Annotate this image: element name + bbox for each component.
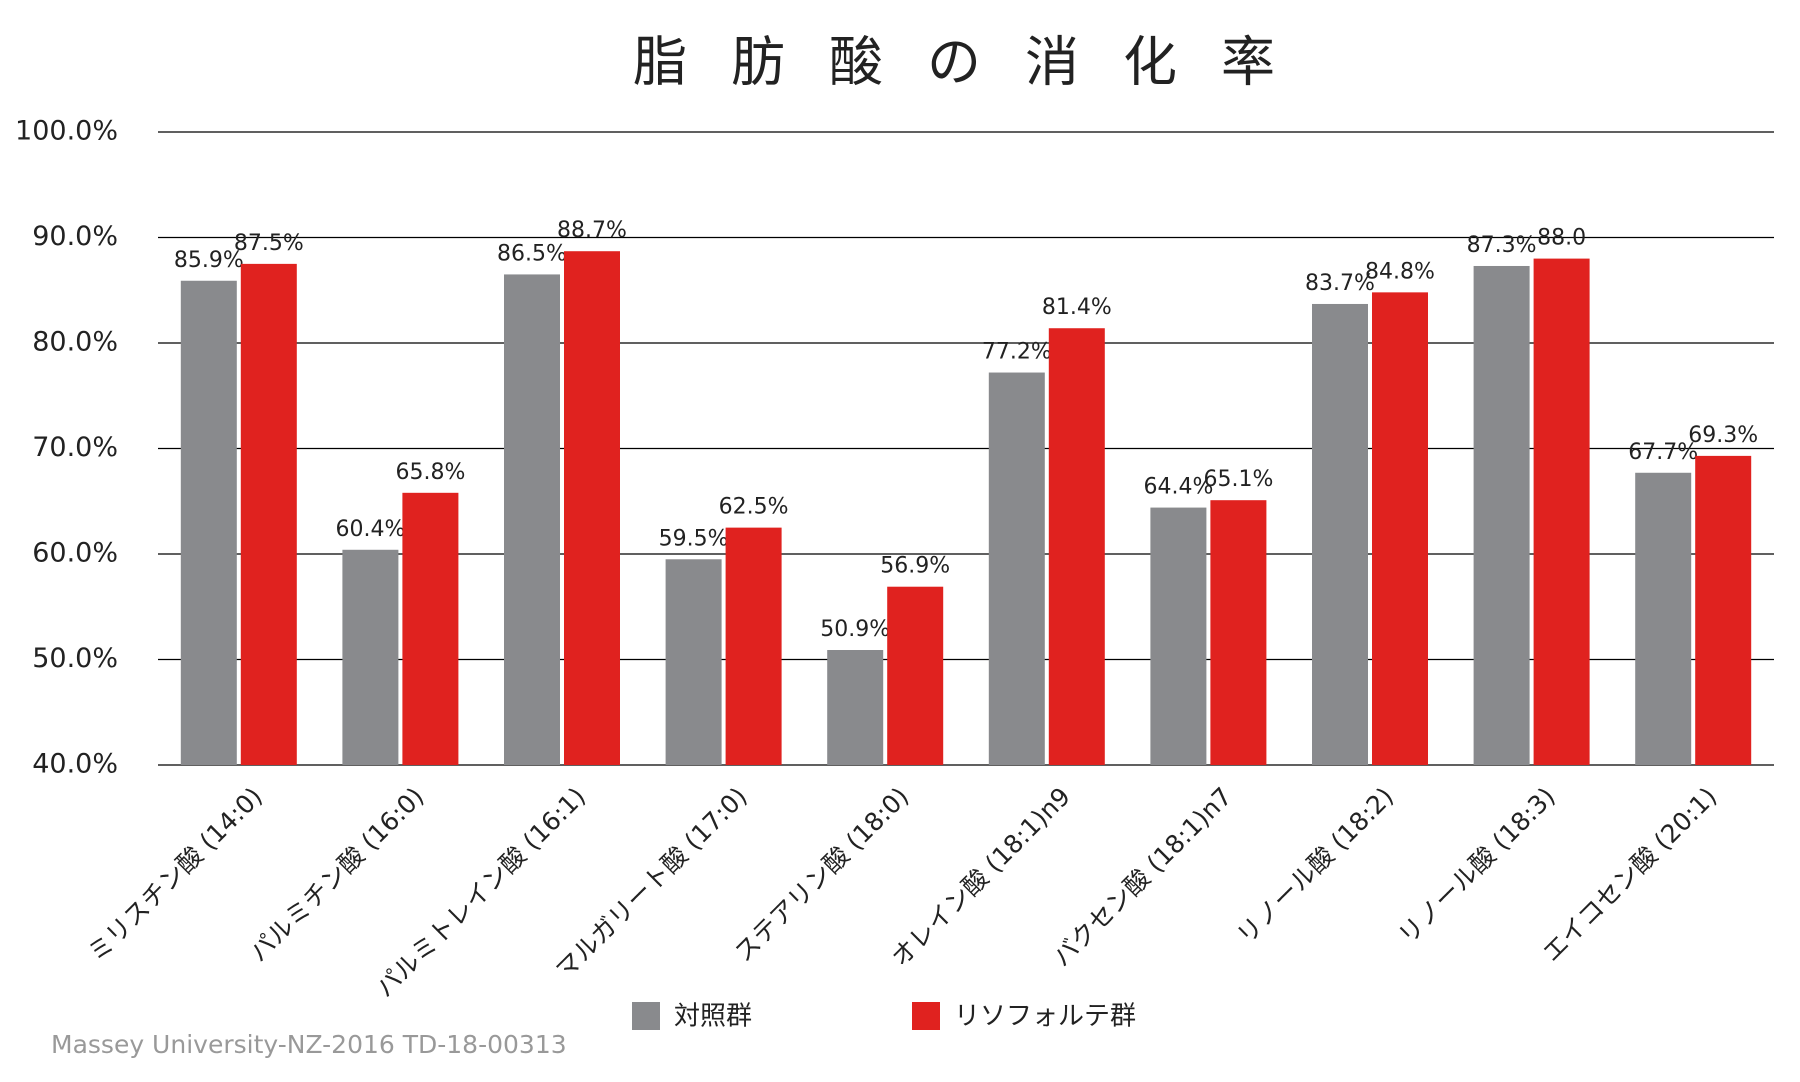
x-tick-label: リノール酸 (18:3)	[1393, 782, 1561, 950]
source-note: Massey University-NZ-2016 TD-18-00313	[51, 1030, 567, 1059]
value-label: 77.2%	[982, 340, 1052, 365]
value-label: 88.0	[1537, 226, 1586, 251]
x-tick-label: リノール酸 (18:2)	[1231, 782, 1399, 950]
x-tick-label: オレイン酸 (18:1)n9	[886, 782, 1076, 972]
value-label: 67.7%	[1628, 440, 1698, 465]
legend-label: 対照群	[674, 1002, 752, 1032]
y-tick-label: 80.0%	[32, 327, 118, 358]
x-tick-label: ステアリン酸 (18:0)	[729, 782, 915, 968]
value-label: 88.7%	[557, 218, 627, 243]
bar	[665, 559, 722, 765]
x-tick-label: バクセン酸 (18:1)n7	[1047, 782, 1237, 972]
x-tick-label: エイコセン酸 (20:1)	[1537, 782, 1723, 968]
bar	[342, 549, 399, 765]
value-label: 50.9%	[820, 617, 890, 642]
value-label: 85.9%	[174, 248, 244, 273]
y-tick-label: 60.0%	[32, 538, 118, 569]
value-label: 87.5%	[234, 231, 304, 256]
y-tick-label: 100.0%	[15, 116, 118, 147]
x-tick-label: パルミチン酸 (16:0)	[244, 782, 430, 968]
bar	[564, 251, 620, 766]
bar	[402, 492, 459, 765]
value-label: 65.8%	[395, 460, 465, 485]
y-tick-label: 40.0%	[32, 749, 118, 780]
bar	[1048, 328, 1105, 765]
y-tick-label: 50.0%	[32, 643, 118, 674]
value-label: 84.8%	[1365, 259, 1435, 284]
value-label: 56.9%	[880, 554, 950, 579]
chart-title: 脂肪酸の消化率	[633, 31, 1319, 94]
legend-swatch	[912, 1002, 940, 1030]
value-label: 87.3%	[1467, 233, 1537, 258]
bar	[725, 527, 782, 765]
bar	[180, 280, 237, 765]
value-label: 60.4%	[335, 517, 405, 542]
value-label: 64.4%	[1143, 475, 1213, 500]
value-label: 62.5%	[719, 495, 789, 520]
bar	[827, 650, 884, 765]
x-tick-label: ミリスチン酸 (14:0)	[82, 782, 268, 968]
bar	[1150, 507, 1207, 765]
value-label: 86.5%	[497, 241, 567, 266]
value-label: 83.7%	[1305, 271, 1375, 296]
y-tick-label: 90.0%	[32, 221, 118, 252]
bar	[1533, 258, 1590, 765]
bar	[240, 263, 297, 765]
legend-label: リソフォルテ群	[954, 1002, 1136, 1032]
bar	[1473, 265, 1530, 765]
bar	[1635, 472, 1692, 765]
value-label: 69.3%	[1688, 423, 1758, 448]
y-tick-label: 70.0%	[32, 432, 118, 463]
bar	[1210, 500, 1267, 765]
bar	[504, 274, 560, 765]
value-label: 59.5%	[659, 526, 729, 551]
legend-swatch	[632, 1002, 660, 1030]
bar	[988, 372, 1045, 765]
bar	[887, 586, 944, 765]
bar	[1372, 292, 1428, 765]
bar	[1312, 303, 1368, 765]
value-label: 81.4%	[1042, 295, 1112, 320]
value-label: 65.1%	[1203, 467, 1273, 492]
bar	[1695, 455, 1752, 765]
